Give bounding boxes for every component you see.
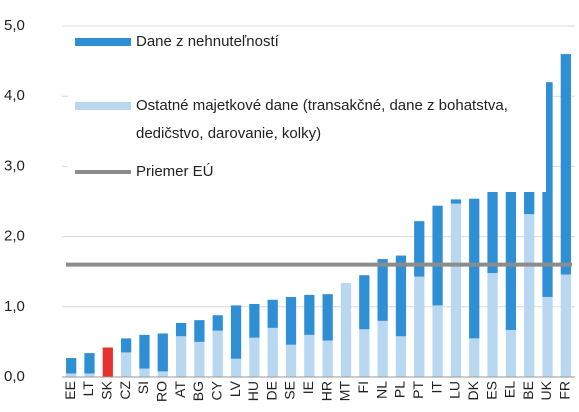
bar-segment bbox=[450, 199, 462, 204]
x-tick-label: BG bbox=[190, 381, 206, 401]
x-tick-label: EL bbox=[502, 381, 518, 398]
x-tick-label: UK bbox=[538, 380, 554, 400]
bar-segment bbox=[66, 358, 77, 374]
legend-line: Priemer EÚ bbox=[136, 163, 214, 180]
x-tick-label: SE bbox=[282, 381, 298, 400]
x-tick-label: BE bbox=[520, 381, 536, 400]
legend-line: Ostatné majetkové dane (transakčné, dane… bbox=[136, 97, 508, 114]
bar-segment bbox=[194, 320, 205, 342]
x-tick-label: PT bbox=[410, 381, 426, 399]
bar-segment bbox=[175, 336, 187, 377]
bar-segment bbox=[524, 214, 535, 377]
bar-segment bbox=[322, 340, 333, 377]
x-tick-label: LT bbox=[80, 381, 96, 397]
y-tick-label: 0,0 bbox=[4, 368, 25, 385]
x-tick-label: CZ bbox=[117, 381, 133, 400]
bar-segment bbox=[157, 371, 168, 377]
bar-segment bbox=[157, 333, 168, 372]
x-tick-label: EE bbox=[62, 381, 78, 400]
bar-segment bbox=[66, 373, 77, 377]
legend-label: Ostatné majetkové dane (transakčné, dane… bbox=[136, 97, 508, 142]
bar-segment bbox=[359, 329, 370, 377]
x-tick-label: FI bbox=[355, 381, 371, 393]
x-tick-label: PL bbox=[392, 381, 408, 398]
bar-segment bbox=[249, 337, 260, 377]
x-tick-label: IT bbox=[428, 381, 444, 394]
y-tick-label: 3,0 bbox=[4, 157, 25, 174]
x-tick-label: NL bbox=[373, 381, 389, 399]
bar-segment bbox=[469, 338, 480, 377]
bar-segment bbox=[230, 305, 242, 359]
bar-segment bbox=[84, 373, 95, 377]
x-tick-label: MT bbox=[337, 381, 353, 402]
bar-segment bbox=[560, 274, 571, 377]
x-tick-label: DE bbox=[263, 381, 279, 400]
x-tick-label: FR bbox=[557, 381, 573, 400]
x-tick-label: AT bbox=[172, 381, 188, 398]
bar-segment bbox=[230, 358, 242, 377]
x-tick-label: SI bbox=[135, 381, 151, 394]
bar-segment bbox=[395, 336, 407, 377]
x-tick-label: RO bbox=[153, 381, 169, 402]
bar-segment bbox=[432, 205, 443, 306]
x-tick-label: LU bbox=[447, 381, 463, 399]
bar-segment bbox=[267, 299, 278, 328]
x-tick-label: ES bbox=[483, 381, 499, 400]
bar-segment bbox=[377, 320, 388, 377]
legend-line: Dane z nehnuteľností bbox=[136, 33, 280, 50]
legend-line: dedičstvo, darovanie, kolky) bbox=[136, 125, 321, 142]
bar-segment bbox=[249, 303, 260, 338]
bar-segment bbox=[285, 344, 297, 377]
bar-segment bbox=[120, 338, 132, 353]
bar-segment bbox=[212, 330, 223, 377]
x-tick-label: HR bbox=[318, 381, 334, 401]
bar-segment bbox=[285, 296, 297, 345]
bar-segment bbox=[414, 276, 425, 377]
x-tick-label: SK bbox=[99, 380, 115, 399]
bar-segment bbox=[359, 275, 370, 330]
bar-segment bbox=[102, 347, 113, 370]
bar-segment bbox=[194, 341, 205, 377]
bar-segment bbox=[450, 203, 462, 377]
bar-segment bbox=[267, 327, 278, 377]
bar-segment bbox=[560, 54, 571, 275]
legend-swatch bbox=[75, 102, 131, 110]
bar-segment bbox=[505, 148, 517, 330]
bar-segment bbox=[102, 369, 113, 377]
bar-segment bbox=[175, 322, 187, 337]
bar-segment bbox=[322, 294, 333, 341]
x-tick-label: CY bbox=[208, 380, 224, 400]
bar-segment bbox=[212, 315, 223, 331]
bar-segment bbox=[377, 259, 388, 321]
bar-segment bbox=[139, 368, 150, 377]
bar-segment bbox=[432, 305, 443, 377]
bar-segment bbox=[304, 334, 315, 377]
x-tick-label: LV bbox=[227, 380, 243, 397]
bar-segment bbox=[542, 82, 553, 297]
bar-segment bbox=[395, 255, 407, 337]
y-tick-label: 5,0 bbox=[4, 17, 25, 34]
bar-segment bbox=[304, 294, 315, 335]
legend-label: Dane z nehnuteľností bbox=[136, 33, 280, 50]
bar-segment bbox=[120, 352, 132, 377]
legend-label: Priemer EÚ bbox=[136, 163, 214, 180]
legend-swatch bbox=[75, 38, 131, 46]
bar-segment bbox=[139, 334, 150, 369]
bar-segment bbox=[487, 273, 498, 377]
bar-segment bbox=[414, 221, 425, 277]
bar-segment bbox=[340, 282, 352, 377]
x-tick-label: HU bbox=[245, 381, 261, 401]
bar-segment bbox=[469, 198, 480, 339]
y-tick-label: 2,0 bbox=[4, 228, 25, 245]
x-tick-label: IE bbox=[300, 381, 316, 394]
bar-segment bbox=[84, 353, 95, 374]
y-tick-label: 4,0 bbox=[4, 87, 25, 104]
bar-segment bbox=[505, 329, 517, 377]
y-tick-label: 1,0 bbox=[4, 298, 25, 315]
legend-background bbox=[68, 27, 546, 192]
bar-segment bbox=[487, 191, 498, 274]
bar-segment bbox=[542, 296, 553, 377]
x-tick-label: DK bbox=[465, 380, 481, 400]
